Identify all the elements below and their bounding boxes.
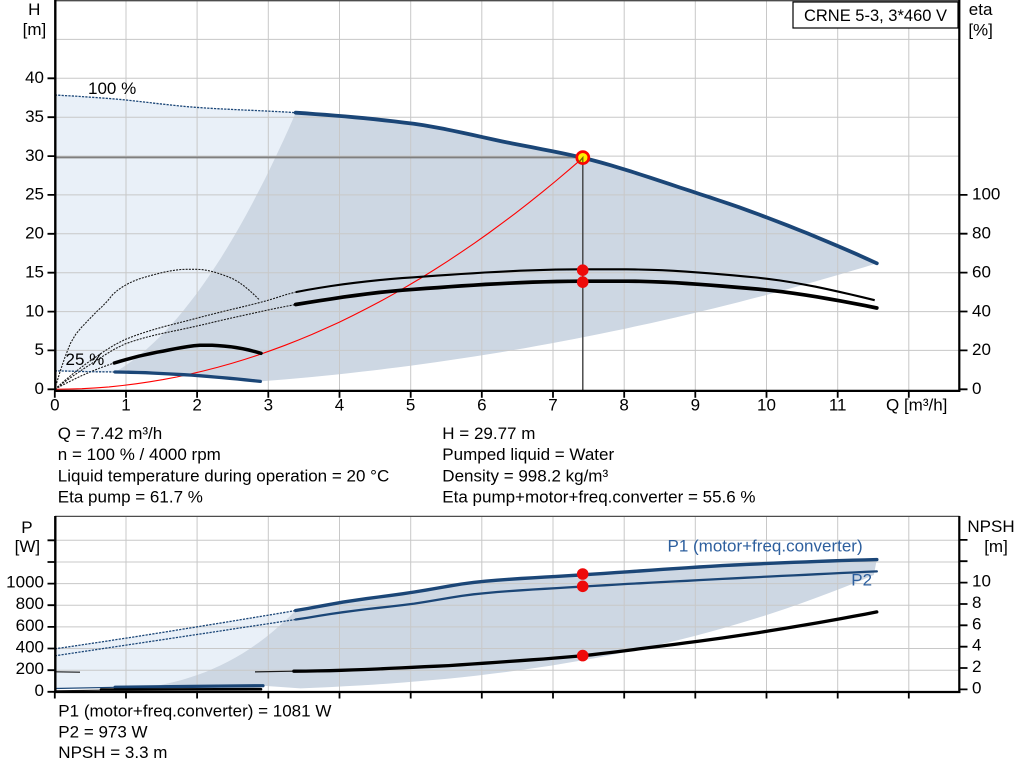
svg-text:2: 2 [972,657,981,676]
svg-text:60: 60 [972,262,991,281]
svg-text:0: 0 [972,379,981,398]
svg-text:7: 7 [548,396,557,415]
svg-text:8: 8 [972,593,981,612]
svg-text:30: 30 [25,146,44,165]
svg-text:20: 20 [972,340,991,359]
svg-text:Liquid temperature during oper: Liquid temperature during operation = 20… [58,466,389,485]
svg-text:35: 35 [25,107,44,126]
svg-text:[m]: [m] [23,20,47,39]
svg-text:Eta pump+motor+freq.converter: Eta pump+motor+freq.converter = 55.6 % [442,488,755,507]
svg-text:4: 4 [972,636,981,655]
svg-text:8: 8 [619,396,628,415]
svg-text:eta: eta [969,0,993,19]
svg-text:Eta pump = 61.7 %: Eta pump = 61.7 % [58,488,203,507]
svg-text:2: 2 [192,396,201,415]
svg-text:Q [m³/h]: Q [m³/h] [886,396,947,415]
svg-text:4: 4 [335,396,344,415]
svg-text:100 %: 100 % [88,79,136,98]
svg-text:0: 0 [35,379,44,398]
svg-text:1: 1 [121,396,130,415]
svg-text:10: 10 [25,301,44,320]
svg-text:200: 200 [16,659,44,678]
svg-text:40: 40 [972,301,991,320]
svg-text:Density = 998.2 kg/m³: Density = 998.2 kg/m³ [442,466,608,485]
svg-text:Q = 7.42 m³/h: Q = 7.42 m³/h [58,424,162,443]
svg-text:800: 800 [16,594,44,613]
svg-text:9: 9 [691,396,700,415]
svg-text:20: 20 [25,224,44,243]
svg-text:P1 (motor+freq.converter): P1 (motor+freq.converter) [668,537,863,556]
svg-text:P: P [21,518,32,537]
svg-text:3: 3 [264,396,273,415]
svg-text:Pumped liquid = Water: Pumped liquid = Water [442,445,614,464]
svg-text:[%]: [%] [968,20,993,39]
svg-text:CRNE 5-3, 3*460 V: CRNE 5-3, 3*460 V [804,7,947,25]
svg-text:H: H [28,0,40,19]
svg-text:NPSH = 3.3 m: NPSH = 3.3 m [58,743,167,762]
svg-text:5: 5 [406,396,415,415]
svg-text:6: 6 [477,396,486,415]
svg-text:11: 11 [829,396,847,415]
svg-text:40: 40 [25,68,44,87]
svg-text:1000: 1000 [6,573,44,592]
svg-text:NPSH: NPSH [967,517,1014,536]
svg-text:0: 0 [50,396,59,415]
svg-text:6: 6 [972,614,981,633]
svg-text:10: 10 [972,572,991,591]
svg-text:100: 100 [972,185,1000,204]
svg-text:H = 29.77 m: H = 29.77 m [442,424,535,443]
svg-text:25: 25 [25,185,44,204]
svg-text:[m]: [m] [984,537,1008,556]
svg-text:25 %: 25 % [66,350,105,369]
svg-text:400: 400 [16,638,44,657]
svg-text:[W]: [W] [15,537,41,556]
svg-text:10: 10 [757,396,776,415]
svg-text:80: 80 [972,224,991,243]
svg-text:P1 (motor+freq.converter) = 10: P1 (motor+freq.converter) = 1081 W [58,702,331,721]
svg-text:0: 0 [972,678,981,697]
svg-text:P2 = 973 W: P2 = 973 W [58,722,147,741]
svg-text:n = 100 % / 4000 rpm: n = 100 % / 4000 rpm [58,445,221,464]
svg-text:15: 15 [25,262,44,281]
svg-text:P2: P2 [851,570,872,589]
svg-text:600: 600 [16,616,44,635]
svg-text:0: 0 [35,681,44,700]
svg-text:5: 5 [35,340,44,359]
